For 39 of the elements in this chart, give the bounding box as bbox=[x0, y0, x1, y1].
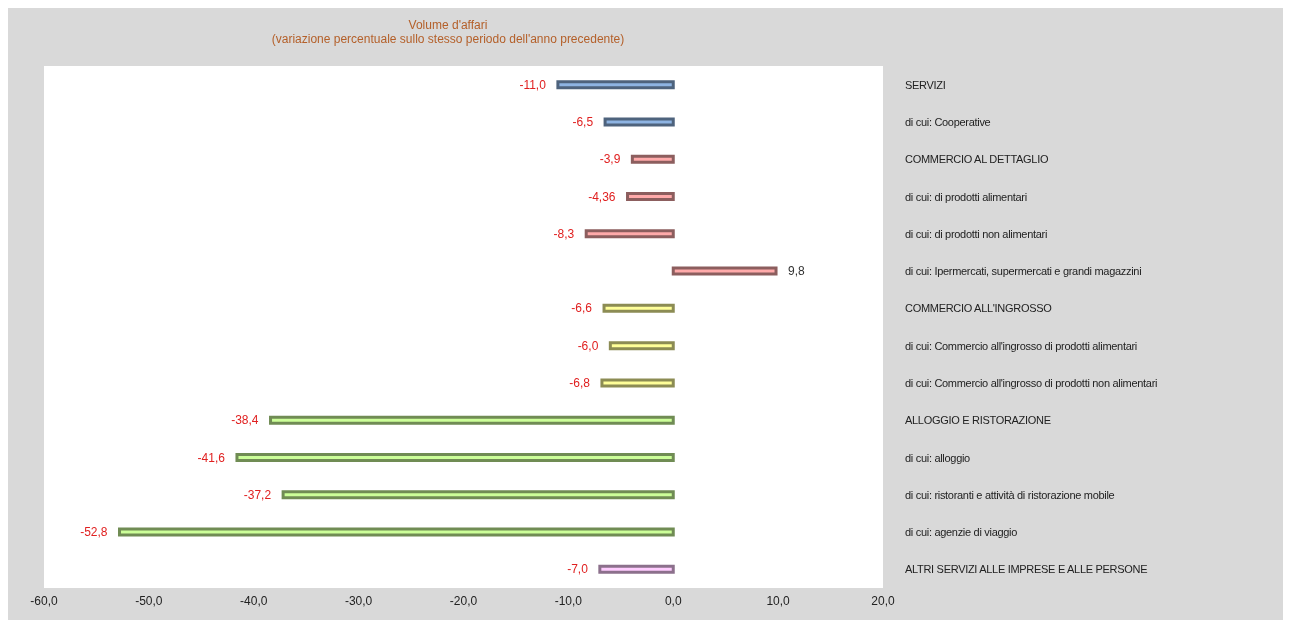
x-tick-label: -40,0 bbox=[240, 593, 268, 608]
x-tick-label: 0,0 bbox=[664, 593, 682, 608]
data-label: -6,0 bbox=[577, 338, 599, 353]
data-label: -7,0 bbox=[567, 562, 589, 577]
data-label: 9,8 bbox=[788, 264, 806, 279]
data-label: -41,6 bbox=[197, 450, 226, 465]
data-label: -4,36 bbox=[588, 189, 616, 204]
y-tick-label: COMMERCIO AL DETTAGLIO bbox=[905, 153, 1049, 166]
y-tick-label: di cui: Ipermercati, supermercati e grandi magazzini bbox=[905, 265, 1142, 278]
x-tick-label: -60,0 bbox=[30, 593, 58, 608]
y-tick-label: ALLOGGIO E RISTORAZIONE bbox=[905, 414, 1051, 427]
x-tick-label: -20,0 bbox=[449, 593, 478, 608]
y-tick-label: ALTRI SERVIZI ALLE IMPRESE E ALLE PERSONE bbox=[905, 563, 1148, 576]
data-label: -38,4 bbox=[231, 413, 259, 428]
x-tick-label: -10,0 bbox=[554, 593, 583, 608]
y-tick-label: di cui: agenzie di viaggio bbox=[905, 526, 1018, 539]
data-label: -6,8 bbox=[569, 375, 591, 390]
data-label: -3,9 bbox=[599, 152, 621, 167]
y-tick-label: SERVIZI bbox=[905, 78, 946, 91]
y-tick-label: di cui: Commercio all'ingrosso di prodotti alimentari bbox=[905, 339, 1137, 352]
data-label: -11,0 bbox=[519, 77, 547, 92]
x-tick-label: -30,0 bbox=[344, 593, 373, 608]
x-tick-label: -50,0 bbox=[135, 593, 163, 608]
x-tick-label: 20,0 bbox=[871, 593, 895, 608]
y-tick-label: di cui: alloggio bbox=[905, 451, 971, 464]
data-label: -6,6 bbox=[571, 301, 593, 316]
data-label: -37,2 bbox=[243, 487, 272, 502]
y-tick-label: di cui: Cooperative bbox=[905, 115, 991, 128]
y-tick-label: di cui: di prodotti alimentari bbox=[905, 190, 1027, 203]
x-tick-label: 10,0 bbox=[766, 593, 791, 608]
data-label: -52,8 bbox=[80, 525, 108, 540]
y-tick-label: di cui: Commercio all'ingrosso di prodotti non alimentari bbox=[905, 376, 1158, 389]
data-label: -8,3 bbox=[553, 226, 575, 241]
y-tick-label: di cui: di prodotti non alimentari bbox=[905, 227, 1048, 240]
y-tick-label: di cui: ristoranti e attività di ristorazione mobile bbox=[905, 488, 1115, 501]
chart-title: Volume d'affari bbox=[407, 18, 489, 32]
y-tick-label: COMMERCIO ALL'INGROSSO bbox=[905, 302, 1053, 315]
chart-subtitle: (variazione percentuale sullo stesso periodo dell'anno precedente) bbox=[270, 32, 626, 46]
data-label: -6,5 bbox=[572, 114, 594, 129]
